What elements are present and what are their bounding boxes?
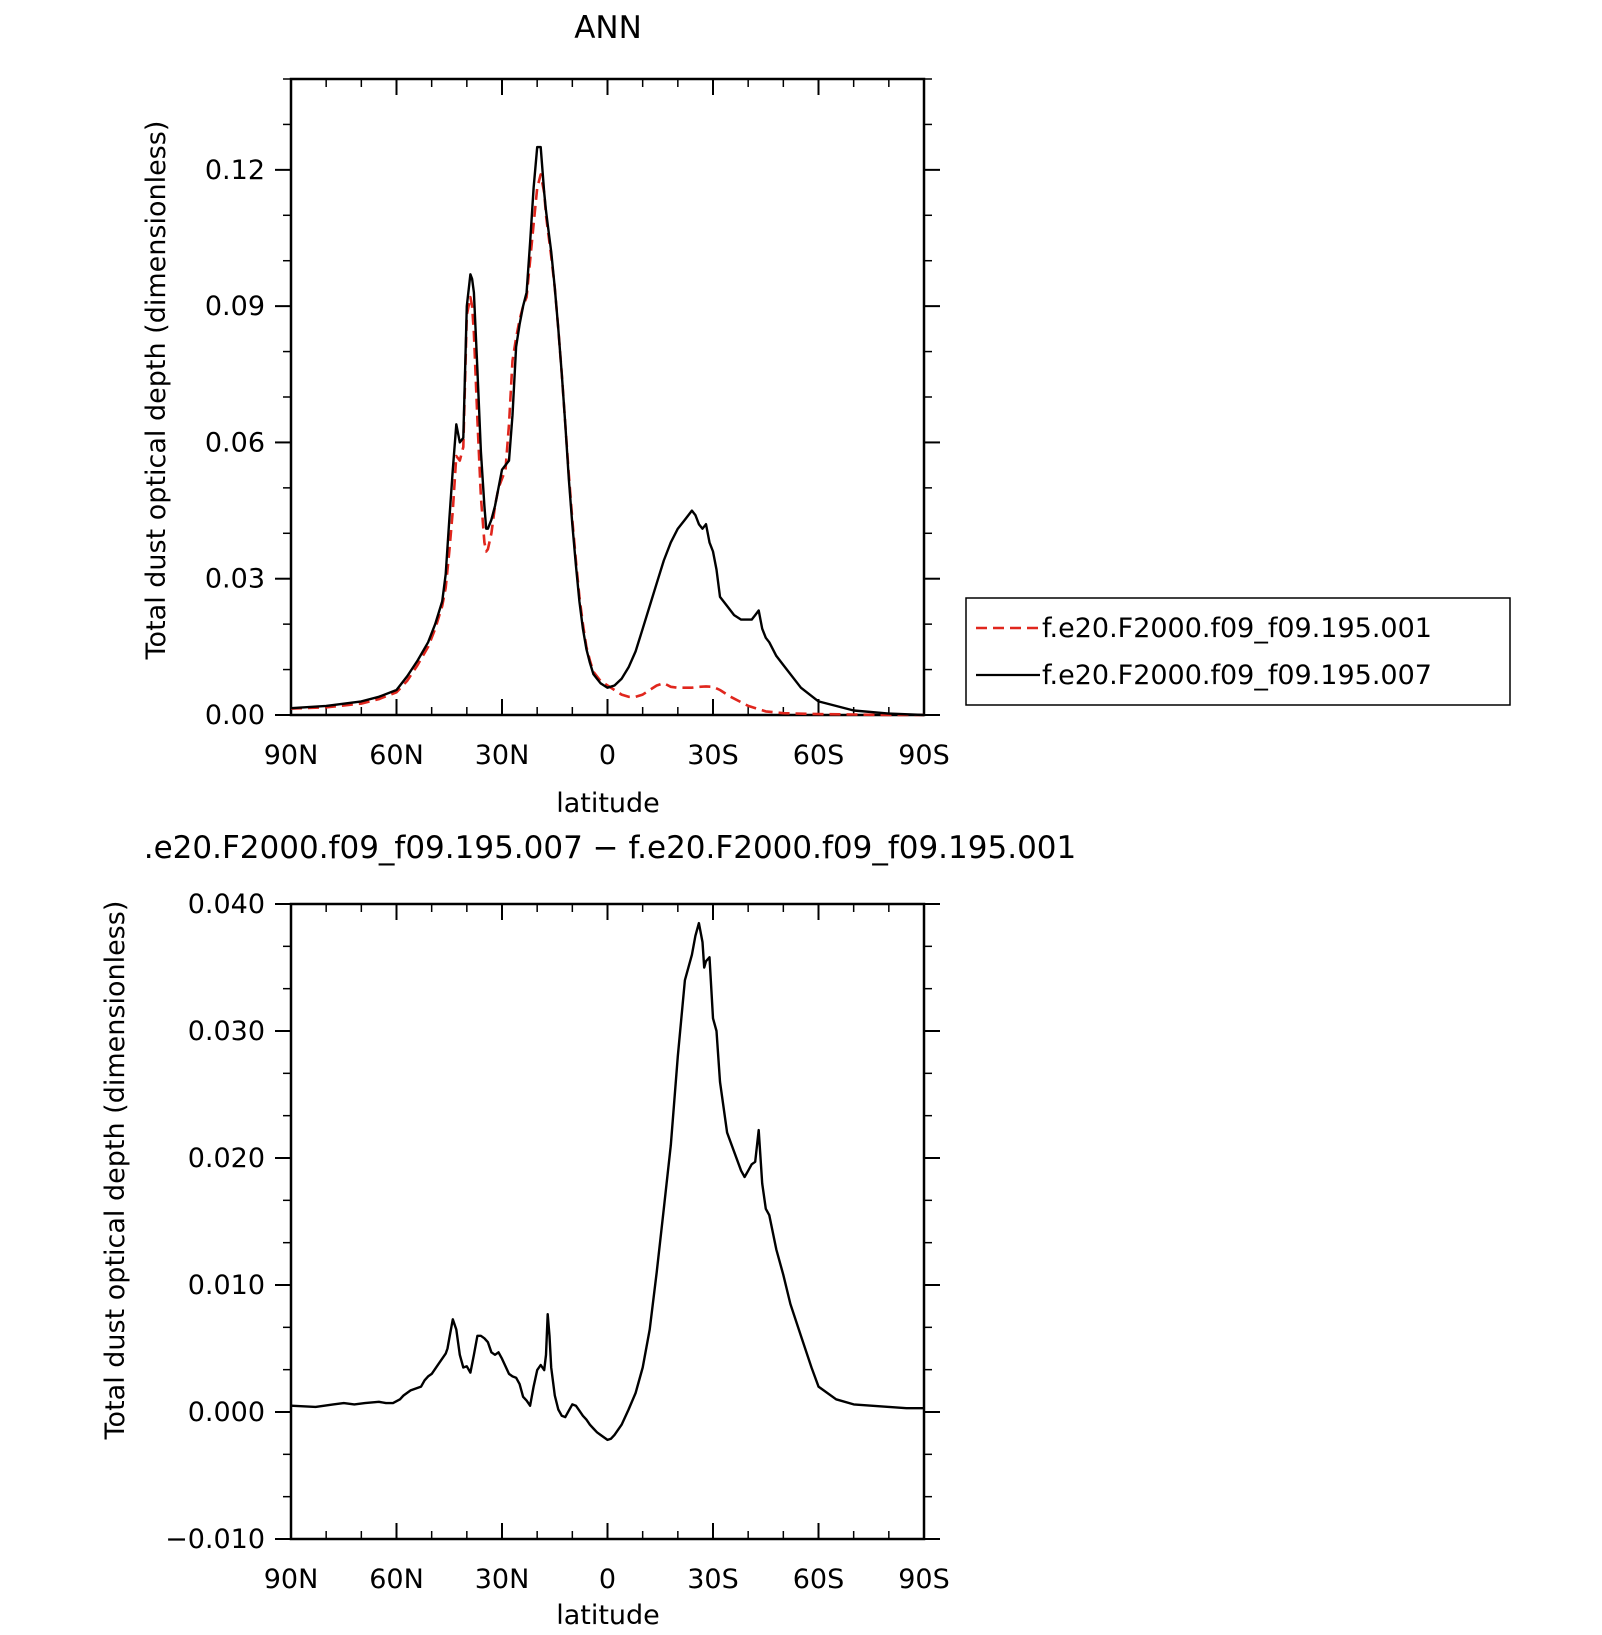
bottom-xtick-label: 90S (898, 1564, 950, 1595)
bottom-xtick-label: 60N (369, 1564, 424, 1595)
top-ytick-label: 0.09 (205, 291, 265, 322)
legend-label-series-1: f.e20.F2000.f09_f09.195.001 (1042, 613, 1432, 644)
top-ytick-label: 0.12 (205, 155, 265, 186)
top-ytick-label: 0.06 (205, 427, 265, 458)
top-xtick-label: 60N (369, 740, 424, 771)
top-panel-title: ANN (574, 10, 642, 46)
legend: f.e20.F2000.f09_f09.195.001 f.e20.F2000.… (965, 597, 1511, 706)
top-xtick-label: 60S (793, 740, 845, 771)
bottom-panel-title: .e20.F2000.f09_f09.195.007 − f.e20.F2000… (144, 830, 1076, 866)
bottom-ytick-label: 0.000 (188, 1397, 265, 1428)
top-xtick-label: 90N (264, 740, 319, 771)
top-series-line-2 (290, 145, 925, 717)
bottom-xtick-label: 90N (264, 1564, 319, 1595)
top-panel-series (290, 145, 925, 717)
bottom-series-line-1 (290, 921, 924, 1442)
bottom-ytick-label: 0.010 (188, 1270, 265, 1301)
top-panel-xlabel: latitude (556, 788, 660, 819)
top-panel-ylabel: Total dust optical depth (dimensionless) (141, 121, 172, 661)
top-panel-ticks: 90N 60N 30N 0 30S 60S 90S 0.00 0.03 0.06 0.09 0.12 (205, 78, 950, 771)
top-xtick-label: 30S (687, 740, 739, 771)
bottom-xtick-label: 60S (793, 1564, 845, 1595)
bottom-xtick-label: 30N (475, 1564, 530, 1595)
bottom-panel-series (290, 921, 924, 1442)
legend-label-series-2: f.e20.F2000.f09_f09.195.007 (1042, 660, 1432, 691)
bottom-ytick-label: −0.010 (165, 1524, 265, 1555)
bottom-panel: .e20.F2000.f09_f09.195.007 − f.e20.F2000… (100, 830, 1076, 1631)
bottom-panel-xlabel: latitude (556, 1600, 660, 1631)
bottom-ytick-label: 0.030 (188, 1016, 265, 1047)
top-xtick-label: 30N (475, 740, 530, 771)
bottom-ytick-label: 0.020 (188, 1143, 265, 1174)
top-ytick-label: 0.03 (205, 564, 265, 595)
legend-box (965, 597, 1511, 706)
top-series-line-1 (290, 173, 924, 717)
top-panel-frame (289, 77, 926, 717)
bottom-panel-frame (289, 902, 926, 1541)
top-xtick-label: 0 (599, 740, 616, 771)
bottom-panel-ylabel: Total dust optical depth (dimensionless) (100, 901, 131, 1441)
bottom-xtick-label: 30S (687, 1564, 739, 1595)
top-xtick-label: 90S (898, 740, 950, 771)
bottom-ytick-label: 0.040 (188, 889, 265, 920)
top-ytick-label: 0.00 (205, 700, 265, 731)
top-panel: ANN Total dust optical depth (dimensionl… (141, 10, 950, 819)
bottom-panel-ticks: 90N 60N 30N 0 30S 60S 90S −0.010 0.000 0.010 0.020… (165, 889, 950, 1595)
bottom-xtick-label: 0 (599, 1564, 616, 1595)
